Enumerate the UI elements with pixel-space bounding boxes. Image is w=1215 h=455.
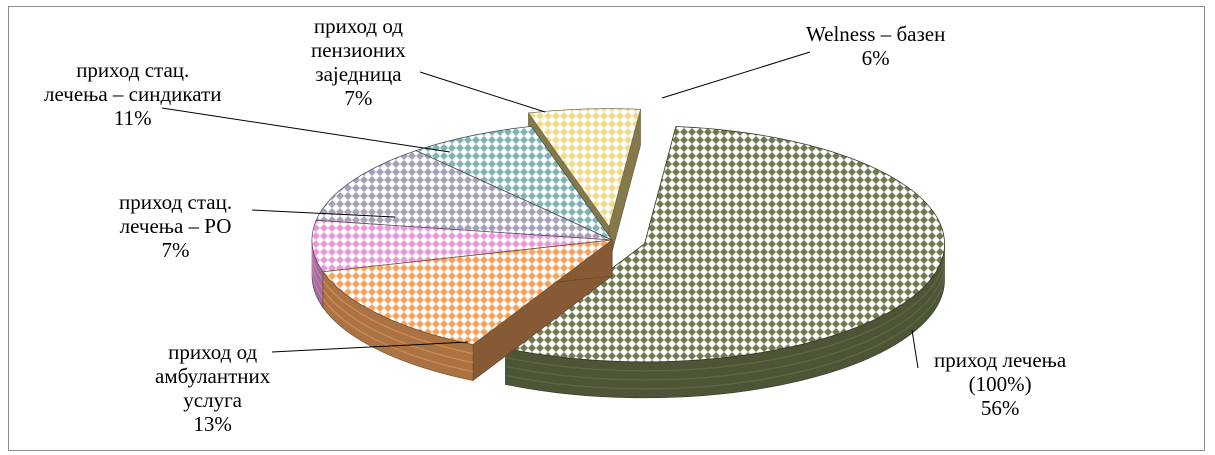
slice-label-line: лечења – РО	[119, 214, 232, 238]
slice-label-5: Welness – базен 6%	[806, 22, 945, 70]
slice-label-1: приход од амбулантних услуга 13%	[155, 340, 270, 436]
leader-line-5	[661, 51, 811, 99]
slice-percent: 13%	[193, 412, 232, 436]
leader-line-1	[271, 341, 469, 353]
leader-line-4	[419, 71, 546, 113]
slice-label-line: амбулантних	[155, 364, 271, 388]
slice-label-0: приход лечења (100%) 56%	[934, 348, 1066, 420]
slice-label-line: лечења – синдикати	[44, 82, 222, 106]
slice-label-line: (100%)	[968, 372, 1032, 396]
slice-label-line: приход стац.	[119, 190, 233, 214]
slice-percent: 56%	[980, 396, 1020, 420]
slice-label-line: приход од	[168, 340, 258, 364]
slice-label-line: заједница	[315, 62, 402, 86]
pie-slice-0	[504, 126, 946, 399]
slice-label-line: Welness – базен	[806, 22, 946, 46]
slice-percent: 7%	[344, 86, 373, 110]
slice-label-line: приход од	[313, 14, 403, 38]
slice-label-4: приход од пензионих заједница 7%	[311, 14, 406, 110]
slice-label-line: приход лечења	[934, 348, 1067, 372]
slice-percent: 11%	[113, 106, 152, 130]
slice-label-2: приход стац. лечења – РО 7%	[119, 190, 232, 262]
leader-line-3	[161, 107, 451, 153]
slice-label-line: услуга	[183, 388, 242, 412]
slice-percent: 6%	[861, 46, 890, 70]
slice-label-3: приход стац. лечења – синдикати 11%	[44, 58, 221, 130]
slice-label-line: приход стац.	[76, 58, 190, 82]
slice-percent: 7%	[161, 238, 190, 262]
slice-label-line: пензионих	[311, 38, 406, 62]
pie-slice-1	[322, 239, 614, 382]
leader-line-0	[911, 329, 919, 369]
leader-line-2	[251, 209, 396, 218]
